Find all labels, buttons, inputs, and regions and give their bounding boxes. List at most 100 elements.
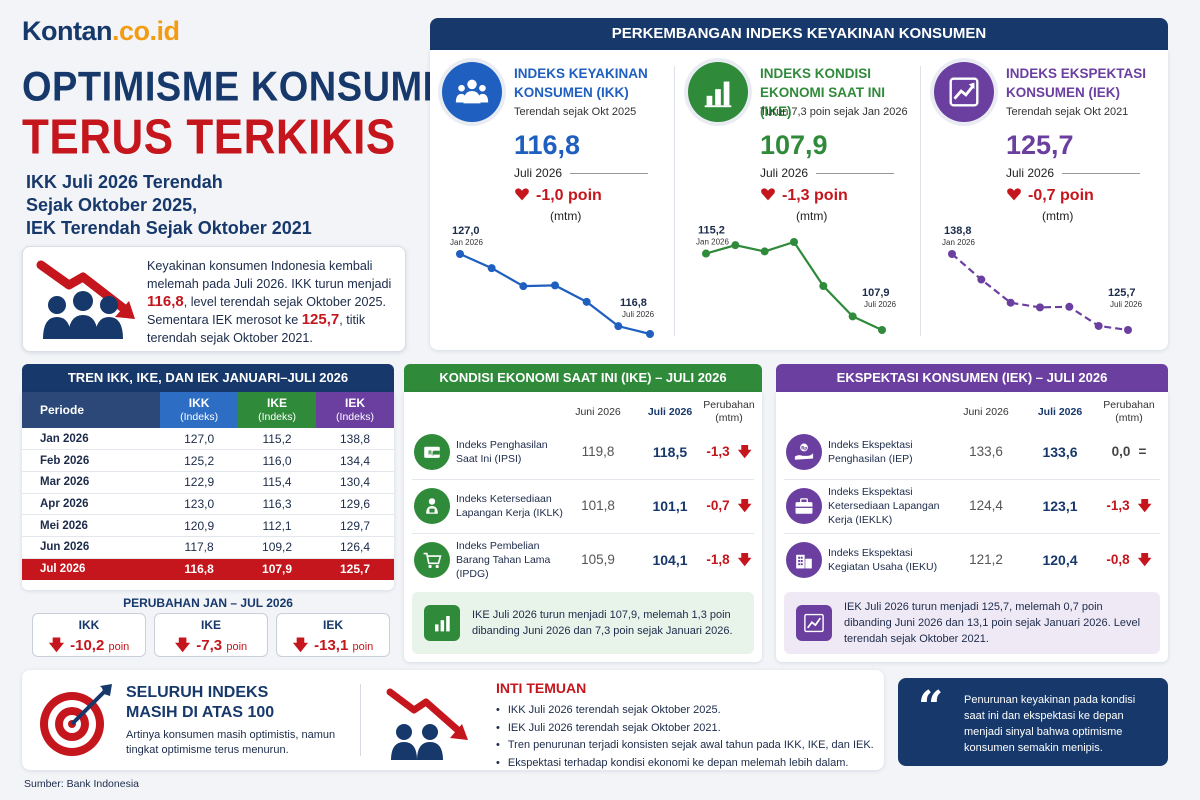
start-date-label: Jan 2026 (450, 238, 483, 247)
july-value: 101,1 (652, 498, 688, 514)
col-header-change: Perubahan (mtm) (1103, 399, 1155, 424)
down-arrow-icon: 🡇 (737, 552, 752, 567)
table-row: Jun 2026 117,8 109,2 126,4 (22, 536, 394, 559)
people-icon (455, 79, 489, 104)
bottom-title-1: SELURUH INDEKS (126, 684, 269, 701)
data-point-mar-2026 (519, 282, 528, 291)
component-label: Indeks Ekspektasi Kegiatan Usaha (IEKU) (828, 547, 938, 573)
headline-line2: TERUS TERKIKIS (22, 110, 396, 165)
component-label: Indeks Penghasilan Saat Ini (IPSI) (456, 439, 548, 465)
component-row: Indeks Ekspektasi Kegiatan Usaha (IEKU) 1… (776, 536, 1168, 584)
value-cell: 116,0 (238, 449, 317, 472)
component-label: Indeks Ketersediaan Lapangan Kerja (IKLK… (456, 493, 563, 519)
down-arrow-icon: 🡇 (292, 637, 309, 654)
falling-people-icon (36, 260, 135, 339)
table-row: Feb 2026 125,2 116,0 134,4 (22, 449, 394, 472)
col-header-june: Juni 2026 (575, 406, 621, 418)
cart-icon (423, 552, 442, 569)
period-cell: Apr 2026 (22, 493, 161, 516)
down-arrow-icon: 🡇 (737, 444, 752, 459)
intro-text: Keyakinan konsumen Indonesia kembali mel… (147, 259, 392, 345)
june-value: 124,4 (969, 498, 1003, 513)
july-value: 133,6 (1042, 444, 1078, 460)
intro-iek-value: 125,7 (301, 311, 340, 328)
value-cell: 115,4 (238, 471, 317, 494)
value-cell: 116,3 (238, 493, 317, 516)
svg-text:Rp: Rp (428, 451, 436, 457)
table-row: Mar 2026 122,9 115,4 130,4 (22, 471, 394, 494)
data-point-jan-2026 (948, 250, 956, 258)
col-header-ikk: IKK (Indeks) (160, 392, 239, 428)
down-heart-icon (761, 188, 775, 201)
value-cell: 109,2 (238, 536, 317, 559)
note-trend-icon (804, 613, 824, 633)
quote-icon: “ (918, 682, 944, 733)
data-point-jun-2026 (1094, 321, 1103, 330)
quote-text: Penurunan keyakinan pada kondisi saat in… (964, 694, 1136, 754)
component-label: Indeks Ekspektasi Ketersediaan Lapangan … (828, 486, 940, 526)
data-point-jun-2026 (614, 322, 623, 331)
period-cell: Jul 2026 (22, 558, 161, 580)
indicator-title: INDEKS KEYAKINAN KONSUMEN (IKK) (514, 66, 648, 100)
value-cell: 130,4 (316, 471, 394, 494)
intro-box: Keyakinan konsumen Indonesia kembali mel… (22, 246, 406, 352)
indicator-title: INDEKS EKSPEKTASI KONSUMEN (IEK) (1006, 66, 1147, 100)
table-row: Jul 2026 116,8 107,9 125,7 (22, 558, 394, 580)
index-overview-panel: INDEKS KEYAKINAN KONSUMEN (IKK) Terendah … (430, 50, 1168, 350)
col-header-july: Juli 2026 (1037, 406, 1083, 418)
col-header-change: Perubahan (mtm) (703, 399, 755, 424)
data-point-jul-2026 (878, 326, 886, 334)
findings-list: IKK Juli 2026 terendah sejak Oktober 202… (496, 702, 874, 772)
down-heart-icon (515, 188, 529, 201)
value-cell: 120,9 (160, 514, 239, 537)
end-date-label: Juli 2026 (864, 300, 897, 309)
end-value-label: 125,7 (1108, 287, 1136, 299)
change-title: PERUBAHAN JAN – JUL 2026 (123, 596, 293, 610)
kontan-logo[interactable]: Kontan.co.id (22, 16, 180, 47)
change-label: IEK (322, 618, 343, 632)
change-label: IKE (200, 618, 221, 632)
down-arrow-icon: 🡇 (48, 637, 65, 654)
note-icon-box (424, 605, 460, 641)
data-point-mar-2026 (760, 247, 769, 256)
bottom-summary: SELURUH INDEKS MASIH DI ATAS 100 Artinya… (22, 670, 884, 770)
period-cell: Feb 2026 (22, 449, 161, 472)
down-heart-icon (1007, 188, 1021, 201)
data-point-feb-2026 (487, 264, 496, 273)
table-row: Jan 2026 127,0 115,2 138,8 (22, 428, 394, 451)
indicator-icon-circle (934, 62, 994, 122)
data-point-jan-2026 (702, 249, 710, 258)
july-value: 120,4 (1042, 552, 1078, 568)
value-cell: 122,9 (160, 471, 239, 494)
june-value: 133,6 (969, 444, 1003, 459)
indicator-note: Turun 7,3 poin sejak Jan 2026 (760, 106, 908, 118)
worker-icon (426, 498, 438, 514)
subheadline-2: Sejak Oktober 2025, (26, 195, 198, 215)
july-value: 104,1 (652, 552, 688, 568)
table-row: Apr 2026 123,0 116,3 129,6 (22, 493, 394, 516)
change-value: -1,3 🡇 (1106, 498, 1152, 513)
end-date-label: Juli 2026 (1110, 300, 1143, 309)
panel-note: IKE Juli 2026 turun menjadi 107,9, melem… (412, 592, 754, 654)
june-value: 119,8 (581, 444, 615, 459)
trend-table-title: TREN IKK, IKE, DAN IEK JANUARI–JULI 2026 (22, 364, 394, 392)
start-value-label: 138,8 (944, 225, 972, 237)
indicator-month: Juli 2026 (760, 166, 809, 180)
change-value: -13,1 (314, 637, 349, 654)
end-value-label: 107,9 (862, 287, 890, 299)
money-hand-icon: Rp (794, 443, 814, 460)
period-cell: Mar 2026 (22, 471, 161, 494)
indicator-change: -0,7 poin (1006, 186, 1094, 205)
note-icon-box (796, 605, 832, 641)
data-point-mei-2026 (819, 282, 828, 290)
value-cell: 129,6 (316, 493, 394, 516)
col-header-june: Juni 2026 (963, 406, 1009, 418)
data-point-jul-2026 (1124, 326, 1132, 334)
bottom-desc: Artinya konsumen masih optimistis, namun… (126, 729, 336, 756)
value-cell: 125,2 (160, 449, 239, 472)
component-label: Indeks Pembelian Barang Tahan Lama (IPDG… (456, 540, 551, 580)
ikk-column: INDEKS KEYAKINAN KONSUMEN (IKK) Terendah … (430, 50, 676, 350)
value-cell: 116,8 (160, 558, 239, 580)
